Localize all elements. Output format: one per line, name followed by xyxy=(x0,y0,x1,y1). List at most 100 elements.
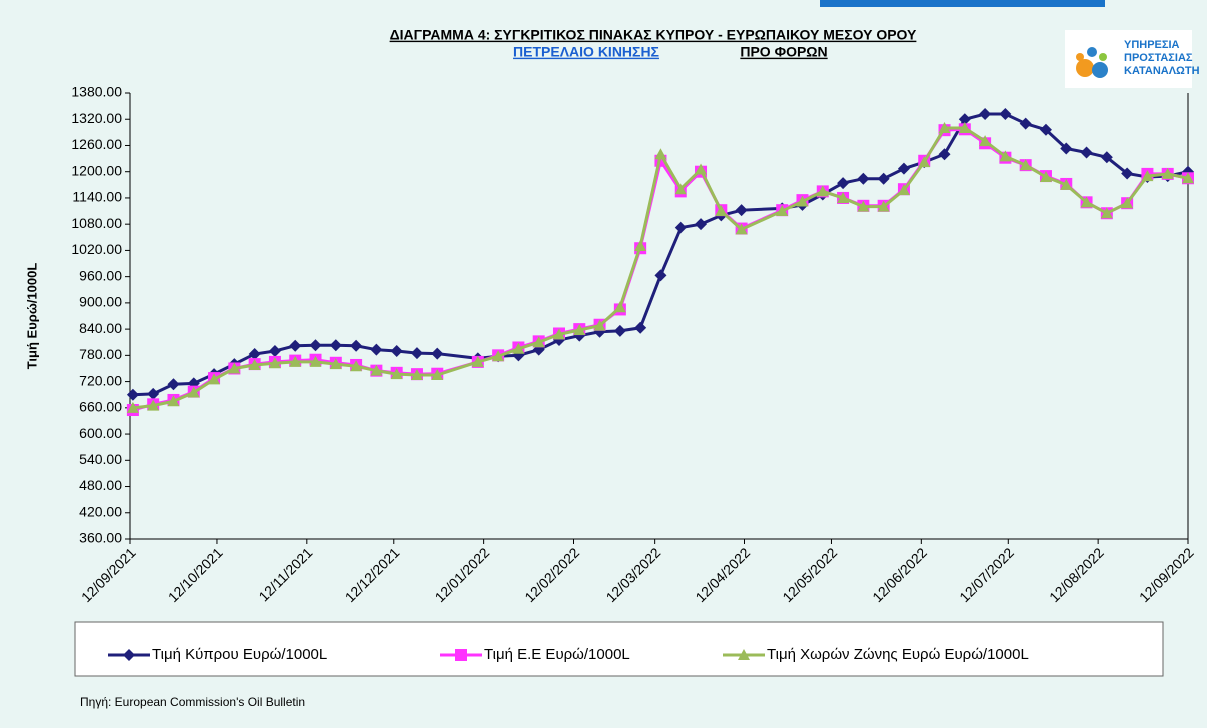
data-point xyxy=(410,347,423,360)
data-point xyxy=(1100,151,1113,164)
data-point xyxy=(593,319,606,331)
data-point xyxy=(167,378,180,391)
data-point xyxy=(329,358,342,370)
data-point xyxy=(654,269,667,282)
data-point xyxy=(1121,197,1134,209)
data-point xyxy=(268,344,281,357)
logo-box xyxy=(1065,30,1192,88)
data-point xyxy=(350,339,363,352)
data-point xyxy=(857,172,870,185)
y-tick-label: 900.00 xyxy=(79,294,122,310)
data-point xyxy=(167,395,180,407)
data-point xyxy=(187,386,200,398)
data-point xyxy=(147,399,160,411)
data-point xyxy=(999,107,1012,120)
logo-dot xyxy=(1087,47,1097,57)
source: Πηγή: European Commission's Oil Bulletin xyxy=(80,695,305,709)
y-tick-label: 420.00 xyxy=(79,503,122,519)
legend-marker xyxy=(123,649,135,661)
logo-dot xyxy=(1099,53,1107,61)
legend-marker xyxy=(738,649,750,660)
data-point xyxy=(208,373,221,385)
legend-marker xyxy=(455,649,467,661)
logo-dot xyxy=(1092,62,1108,78)
y-tick-label: 960.00 xyxy=(79,267,122,283)
data-point xyxy=(918,156,931,168)
data-point xyxy=(877,172,890,185)
chart-subtitle: ΠΕΤΡΕΛΑΙΟ ΚΙΝΗΣΗΣ xyxy=(513,44,659,60)
data-point xyxy=(1182,172,1194,184)
data-point xyxy=(228,362,241,374)
data-point xyxy=(289,355,302,367)
data-point xyxy=(634,321,647,334)
y-tick-label: 480.00 xyxy=(79,477,122,493)
data-point xyxy=(1039,170,1052,182)
data-point xyxy=(289,339,302,352)
data-point xyxy=(126,401,139,413)
data-point xyxy=(370,343,383,356)
data-point xyxy=(309,355,322,367)
data-point xyxy=(350,360,363,372)
chart-title: ΔΙΑΓΡΑΜΜΑ 4: ΣΥΓΚΡΙΤΙΚΟΣ ΠΙΝΑΚΑΣ ΚΥΠΡΟΥ … xyxy=(390,27,917,43)
data-point xyxy=(147,387,160,400)
y-tick-label: 660.00 xyxy=(79,399,122,415)
data-point xyxy=(471,355,484,367)
data-point xyxy=(938,148,951,161)
data-point xyxy=(979,135,992,147)
y-tick-label: 1140.00 xyxy=(72,189,122,205)
data-point xyxy=(837,191,850,203)
logo-text: ΚΑΤΑΝΑΛΩΤΗ xyxy=(1124,65,1200,77)
data-point xyxy=(695,163,708,175)
data-point xyxy=(329,339,342,352)
data-point xyxy=(492,350,505,362)
data-point xyxy=(248,358,261,370)
data-point xyxy=(431,347,444,360)
top-band xyxy=(820,0,1105,7)
data-point xyxy=(877,200,890,212)
y-tick-label: 840.00 xyxy=(79,320,122,336)
data-point xyxy=(816,185,829,197)
y-tick-label: 1200.00 xyxy=(71,162,122,178)
legend-label: Τιμή Χωρών Ζώνης Ευρώ Ευρώ/1000L xyxy=(767,646,1029,663)
data-point xyxy=(674,183,687,195)
data-point xyxy=(735,223,748,235)
data-point xyxy=(1039,123,1052,136)
data-point xyxy=(248,348,261,361)
data-point xyxy=(390,344,403,357)
y-tick-label: 1080.00 xyxy=(71,215,122,231)
data-point xyxy=(634,240,647,252)
y-axis-label: Τιμή Ευρώ/1000L xyxy=(24,263,39,370)
y-tick-label: 1380.00 xyxy=(71,84,122,100)
data-point xyxy=(897,162,910,175)
data-point xyxy=(268,357,281,369)
data-point xyxy=(958,121,971,133)
data-point xyxy=(857,200,870,212)
legend-box xyxy=(74,621,1164,677)
data-point xyxy=(958,113,971,126)
data-point xyxy=(979,107,992,120)
chart-subtitle: ΠΡΟ ΦΟΡΩΝ xyxy=(740,44,827,60)
data-point xyxy=(1080,196,1093,208)
legend-label: Τιμή Κύπρου Ευρώ/1000L xyxy=(152,646,327,663)
data-point xyxy=(715,205,728,217)
data-point xyxy=(370,364,383,376)
data-point xyxy=(1161,167,1174,179)
y-tick-label: 720.00 xyxy=(79,372,122,388)
data-point xyxy=(126,388,139,401)
data-point xyxy=(410,369,423,381)
y-tick-label: 1320.00 xyxy=(71,110,122,126)
data-point xyxy=(1060,178,1073,190)
logo-dot xyxy=(1076,59,1094,77)
logo-dot xyxy=(1076,53,1084,61)
data-point xyxy=(938,121,951,133)
y-tick-label: 1260.00 xyxy=(71,136,122,152)
data-point xyxy=(1121,167,1134,180)
data-point xyxy=(1019,117,1032,130)
data-point xyxy=(1080,146,1093,159)
logo-icon xyxy=(1076,47,1108,78)
data-point xyxy=(837,177,850,190)
data-point xyxy=(654,148,667,160)
data-point xyxy=(1060,142,1073,155)
